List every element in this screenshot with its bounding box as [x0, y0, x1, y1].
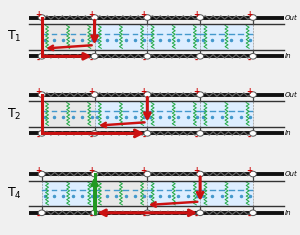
Bar — [200, 24, 253, 50]
Circle shape — [144, 92, 151, 98]
Circle shape — [144, 171, 151, 177]
Text: +: + — [141, 10, 147, 19]
Circle shape — [91, 210, 98, 216]
Text: -: - — [195, 212, 198, 221]
Bar — [94, 24, 147, 50]
Text: +: + — [141, 166, 147, 175]
Circle shape — [196, 171, 204, 177]
Bar — [200, 180, 253, 206]
Circle shape — [38, 171, 45, 177]
Text: -: - — [89, 55, 93, 65]
Text: +: + — [88, 10, 94, 19]
Text: +: + — [194, 166, 200, 175]
Bar — [94, 101, 147, 127]
Text: -: - — [37, 55, 40, 65]
Circle shape — [196, 131, 204, 136]
Text: +: + — [246, 166, 253, 175]
Circle shape — [249, 54, 256, 59]
Circle shape — [38, 54, 45, 59]
Circle shape — [38, 92, 45, 98]
Text: -: - — [89, 212, 93, 221]
Circle shape — [144, 54, 151, 59]
Text: +: + — [88, 166, 94, 175]
Bar — [42, 101, 94, 127]
Text: +: + — [246, 87, 253, 96]
Circle shape — [91, 131, 98, 136]
Circle shape — [38, 210, 45, 216]
Text: In: In — [285, 130, 291, 136]
Text: -: - — [89, 133, 93, 142]
Text: -: - — [37, 133, 40, 142]
Text: -: - — [142, 133, 146, 142]
Text: -: - — [142, 55, 146, 65]
Text: T$_2$: T$_2$ — [7, 106, 21, 121]
Circle shape — [249, 171, 256, 177]
Circle shape — [91, 54, 98, 59]
Bar — [147, 180, 200, 206]
Text: -: - — [195, 55, 198, 65]
Text: Out: Out — [285, 92, 297, 98]
Circle shape — [144, 210, 151, 216]
Bar — [94, 180, 147, 206]
Text: -: - — [248, 55, 251, 65]
Text: +: + — [194, 87, 200, 96]
Circle shape — [249, 15, 256, 20]
Bar — [147, 101, 200, 127]
Text: +: + — [35, 87, 41, 96]
Circle shape — [249, 131, 256, 136]
Text: In: In — [285, 210, 291, 216]
Bar — [42, 24, 94, 50]
Circle shape — [91, 15, 98, 20]
Circle shape — [38, 15, 45, 20]
Text: -: - — [142, 212, 146, 221]
Text: T$_4$: T$_4$ — [7, 186, 21, 201]
Circle shape — [144, 131, 151, 136]
Text: +: + — [246, 10, 253, 19]
Text: T$_1$: T$_1$ — [7, 29, 21, 44]
Circle shape — [196, 15, 204, 20]
Text: -: - — [37, 212, 40, 221]
Circle shape — [196, 54, 204, 59]
Circle shape — [91, 92, 98, 98]
Circle shape — [196, 92, 204, 98]
Circle shape — [144, 15, 151, 20]
Text: +: + — [35, 166, 41, 175]
Text: +: + — [194, 10, 200, 19]
Text: Out: Out — [285, 171, 297, 177]
Circle shape — [249, 210, 256, 216]
Text: -: - — [248, 212, 251, 221]
Bar — [147, 24, 200, 50]
Circle shape — [38, 131, 45, 136]
Text: +: + — [35, 10, 41, 19]
Text: In: In — [285, 53, 291, 59]
Text: -: - — [195, 133, 198, 142]
Text: -: - — [248, 133, 251, 142]
Bar — [200, 101, 253, 127]
Circle shape — [91, 171, 98, 177]
Text: Out: Out — [285, 15, 297, 20]
Circle shape — [249, 92, 256, 98]
Text: +: + — [141, 87, 147, 96]
Bar — [42, 180, 94, 206]
Text: +: + — [88, 87, 94, 96]
Circle shape — [196, 210, 204, 216]
